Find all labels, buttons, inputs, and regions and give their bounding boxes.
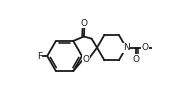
Text: F: F xyxy=(37,52,42,60)
Text: O: O xyxy=(133,55,140,64)
Text: O: O xyxy=(81,19,88,28)
Text: O: O xyxy=(82,55,89,64)
Text: N: N xyxy=(123,43,130,52)
Text: O: O xyxy=(142,43,149,52)
